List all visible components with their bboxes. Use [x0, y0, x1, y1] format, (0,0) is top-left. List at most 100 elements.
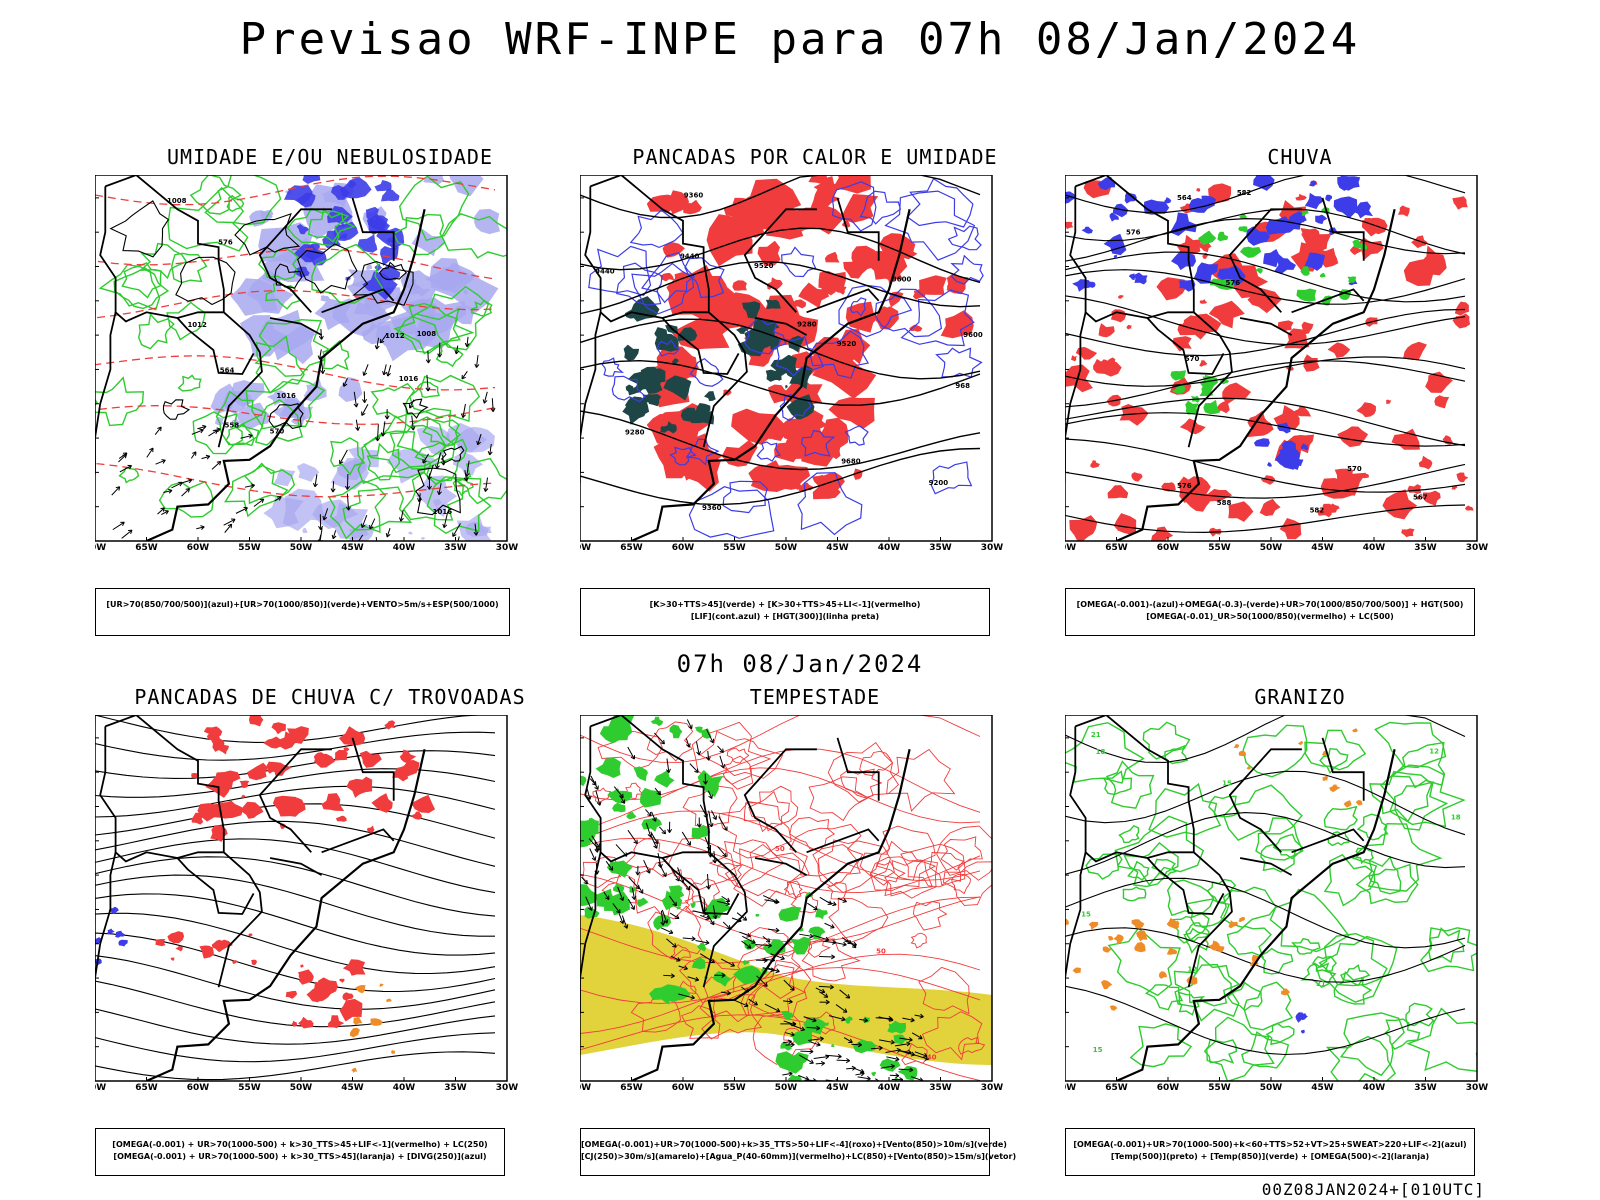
contour-label: 9520 — [837, 340, 857, 348]
height-contour — [1065, 412, 1466, 447]
wind-vector — [654, 787, 661, 796]
precipitable-water-contour — [592, 787, 612, 804]
contour-label: 21 — [1316, 980, 1326, 988]
wind-850-area — [653, 914, 672, 931]
wind-vector — [689, 763, 699, 773]
lifted-index-contour — [688, 486, 775, 539]
height-contour — [580, 227, 981, 284]
wind-vector — [712, 815, 717, 820]
wind-vector — [923, 1052, 928, 1058]
temperature-850-contour — [1142, 721, 1191, 760]
streamline-850 — [580, 967, 981, 1034]
humidity-area — [331, 185, 350, 200]
streamline — [95, 932, 496, 993]
wind-vector — [477, 433, 482, 445]
humidity-contour — [435, 342, 464, 368]
temperature-850-contour — [1318, 935, 1398, 987]
country-border — [258, 208, 332, 313]
temperature-850-contour — [1260, 843, 1297, 873]
rain-area — [1403, 341, 1427, 361]
rain-area — [1259, 498, 1281, 517]
country-border — [661, 317, 740, 375]
country-border — [1228, 748, 1302, 853]
precipitable-water-contour — [737, 939, 801, 999]
contour-label: 582 — [1237, 189, 1252, 197]
storm-area — [239, 780, 250, 789]
wind-vector — [436, 452, 442, 469]
wind-vector — [379, 333, 388, 344]
wind-vector — [374, 345, 380, 350]
wind-vector — [818, 991, 829, 998]
temperature-500-contour — [1065, 770, 1466, 836]
wind-vector — [663, 919, 669, 924]
wind-vector — [860, 1071, 865, 1077]
wind-850-area — [588, 817, 593, 822]
humidity-area — [361, 322, 392, 345]
wind-vector — [699, 953, 715, 963]
wind-vector — [730, 962, 735, 967]
wind-vector — [702, 780, 708, 785]
omega-area — [1277, 422, 1291, 434]
lifted-index-contour — [588, 245, 652, 296]
wind-vector — [686, 841, 691, 846]
wind-vector — [653, 844, 658, 849]
rain-area — [1279, 518, 1302, 540]
storm-area — [251, 959, 257, 965]
thickness-contour — [95, 289, 496, 319]
omega-area — [1131, 919, 1145, 929]
rain-area — [1349, 245, 1363, 255]
wind-vector — [706, 885, 711, 890]
wind-vector — [660, 921, 666, 926]
omega-area — [1134, 272, 1148, 285]
humidity-area — [416, 475, 458, 517]
temperature-850-contour — [1339, 1012, 1405, 1077]
wind-vector — [788, 1071, 793, 1077]
wind-vector — [122, 453, 127, 459]
precipitable-water-contour — [743, 790, 790, 833]
rain-area — [1215, 400, 1230, 414]
rain-area — [1418, 455, 1433, 470]
lon-tick-label: 70W — [95, 1083, 106, 1093]
wind-850-area — [871, 1071, 877, 1076]
country-border — [217, 851, 263, 988]
streamline — [95, 856, 496, 917]
page-title: Previsao WRF-INPE para 07h 08/Jan/2024 — [239, 14, 1361, 65]
country-border — [584, 186, 709, 323]
humidity-area — [362, 271, 398, 301]
wind-vector — [438, 483, 442, 495]
wind-vector — [746, 944, 752, 949]
wind-vector — [711, 810, 717, 820]
wind-vector — [824, 1054, 830, 1060]
wind-vector — [650, 835, 658, 849]
wind-vector — [171, 482, 183, 489]
divergence-area — [95, 937, 102, 945]
wind-vector — [603, 891, 610, 900]
storm-area — [339, 726, 366, 746]
humidity-contour — [452, 478, 474, 497]
wind-vector — [914, 1054, 929, 1060]
wind-vector — [474, 523, 477, 536]
wind-vector — [355, 419, 359, 431]
precipitable-water-contour — [789, 823, 862, 877]
wind-vector — [409, 399, 415, 409]
coastline — [1116, 209, 1396, 541]
lifted-index-contour — [930, 461, 973, 495]
legend-chuva: [OMEGA(-0.001)-(azul)+OMEGA(-0.3)-(verde… — [1065, 588, 1475, 636]
streamline — [95, 1032, 496, 1063]
lifted-index-contour — [669, 446, 697, 466]
lon-tick-label: 70W — [580, 1083, 591, 1093]
omega-area — [1228, 920, 1239, 929]
wind-vector — [243, 506, 248, 512]
wind-vector — [633, 839, 638, 845]
wind-vector — [319, 349, 322, 360]
lifted-index-contour — [859, 190, 902, 225]
wind-vector — [767, 928, 780, 932]
wind-vector — [353, 403, 359, 408]
wind-vector — [661, 909, 668, 924]
omega-area — [1280, 990, 1285, 995]
height-contour — [580, 359, 981, 406]
rain-area — [1391, 428, 1420, 450]
lon-tick-label: 60W — [1157, 543, 1180, 553]
lon-tick-label: 55W — [1208, 543, 1231, 553]
temperature-850-contour — [1219, 886, 1277, 929]
